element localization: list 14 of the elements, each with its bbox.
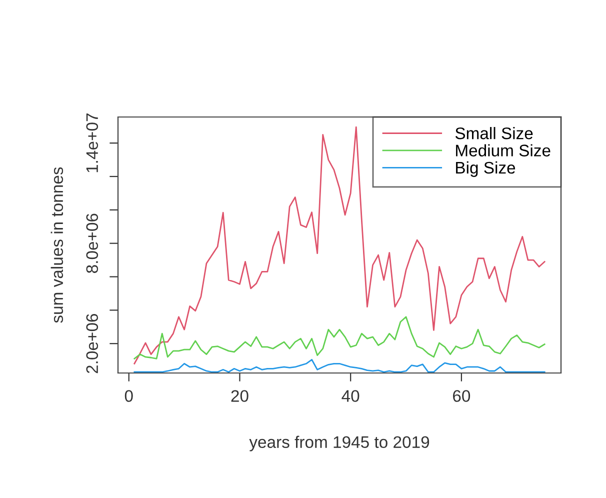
x-tick-label: 0	[124, 390, 133, 402]
y-tick-label: 1.4e+07	[86, 114, 98, 172]
x-tick-label: 60	[453, 390, 470, 402]
legend-label: Medium Size	[456, 144, 550, 156]
y-tick-label: 2.0e+06	[86, 314, 98, 374]
legend-label: Small Size	[455, 127, 533, 140]
line-series	[134, 316, 546, 360]
x-axis-title: years from 1945 to 2019	[249, 436, 430, 452]
line-series	[134, 358, 546, 373]
x-tick-label: 40	[342, 390, 360, 402]
x-tick-label: 20	[231, 390, 248, 402]
y-axis-title: sum values in tonnes	[50, 167, 64, 323]
legend-label: Big Size	[456, 161, 516, 177]
y-tick-label: 8.0e+06	[86, 214, 98, 273]
